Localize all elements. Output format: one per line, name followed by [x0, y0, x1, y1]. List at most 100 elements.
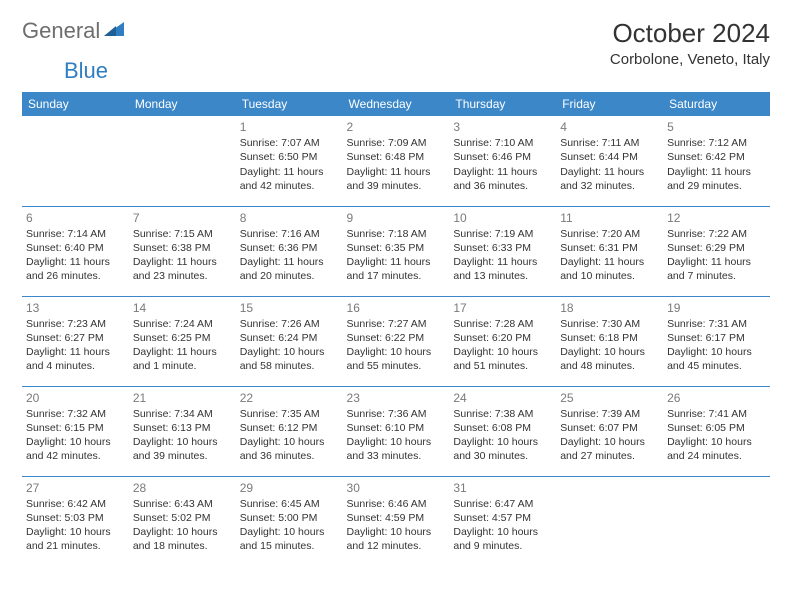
sunset-text: Sunset: 6:40 PM — [26, 241, 125, 255]
day-number: 27 — [26, 480, 125, 496]
daylight-text: Daylight: 10 hours and 21 minutes. — [26, 525, 125, 553]
sunrise-text: Sunrise: 7:07 AM — [240, 136, 339, 150]
sunrise-text: Sunrise: 7:28 AM — [453, 317, 552, 331]
month-title: October 2024 — [610, 18, 770, 49]
logo-text-blue: Blue — [64, 58, 108, 84]
calendar-cell: 8Sunrise: 7:16 AMSunset: 6:36 PMDaylight… — [236, 206, 343, 296]
sunset-text: Sunset: 6:22 PM — [347, 331, 446, 345]
calendar-cell: 13Sunrise: 7:23 AMSunset: 6:27 PMDayligh… — [22, 296, 129, 386]
weekday-header: Wednesday — [343, 92, 450, 116]
sunset-text: Sunset: 6:44 PM — [560, 150, 659, 164]
calendar-cell — [129, 116, 236, 206]
weekday-header: Monday — [129, 92, 236, 116]
day-number: 22 — [240, 390, 339, 406]
sunset-text: Sunset: 6:36 PM — [240, 241, 339, 255]
day-number: 23 — [347, 390, 446, 406]
sunset-text: Sunset: 6:25 PM — [133, 331, 232, 345]
calendar-cell: 17Sunrise: 7:28 AMSunset: 6:20 PMDayligh… — [449, 296, 556, 386]
daylight-text: Daylight: 10 hours and 24 minutes. — [667, 435, 766, 463]
weekday-header: Sunday — [22, 92, 129, 116]
day-number: 20 — [26, 390, 125, 406]
sunrise-text: Sunrise: 7:12 AM — [667, 136, 766, 150]
calendar-table: Sunday Monday Tuesday Wednesday Thursday… — [22, 92, 770, 566]
calendar-cell — [556, 476, 663, 566]
daylight-text: Daylight: 11 hours and 39 minutes. — [347, 165, 446, 193]
logo: General — [22, 18, 128, 44]
sunset-text: Sunset: 5:02 PM — [133, 511, 232, 525]
calendar-week-row: 27Sunrise: 6:42 AMSunset: 5:03 PMDayligh… — [22, 476, 770, 566]
calendar-week-row: 20Sunrise: 7:32 AMSunset: 6:15 PM Dayligh… — [22, 386, 770, 476]
daylight-text: Daylight: 10 hours and 51 minutes. — [453, 345, 552, 373]
sunset-text: Sunset: 6:27 PM — [26, 331, 125, 345]
daylight-text: Daylight: 11 hours and 4 minutes. — [26, 345, 125, 373]
calendar-cell: 22Sunrise: 7:35 AMSunset: 6:12 PMDayligh… — [236, 386, 343, 476]
sunrise-text: Sunrise: 7:38 AM — [453, 407, 552, 421]
calendar-cell: 28Sunrise: 6:43 AMSunset: 5:02 PMDayligh… — [129, 476, 236, 566]
weekday-header: Thursday — [449, 92, 556, 116]
calendar-cell: 5Sunrise: 7:12 AMSunset: 6:42 PMDaylight… — [663, 116, 770, 206]
day-number: 29 — [240, 480, 339, 496]
day-number: 12 — [667, 210, 766, 226]
daylight-text: Daylight: 10 hours and 58 minutes. — [240, 345, 339, 373]
sunset-text: Sunset: 6:20 PM — [453, 331, 552, 345]
daylight-text: Daylight: 10 hours and 15 minutes. — [240, 525, 339, 553]
calendar-cell: 11Sunrise: 7:20 AMSunset: 6:31 PMDayligh… — [556, 206, 663, 296]
sunset-text: Sunset: 6:08 PM — [453, 421, 552, 435]
day-number: 9 — [347, 210, 446, 226]
calendar-cell — [22, 116, 129, 206]
sunrise-text: Sunrise: 6:45 AM — [240, 497, 339, 511]
calendar-cell: 23Sunrise: 7:36 AMSunset: 6:10 PMDayligh… — [343, 386, 450, 476]
daylight-text: Daylight: 10 hours and 33 minutes. — [347, 435, 446, 463]
sunrise-text: Sunrise: 7:30 AM — [560, 317, 659, 331]
day-number: 16 — [347, 300, 446, 316]
sunset-text: Sunset: 6:10 PM — [347, 421, 446, 435]
daylight-text: Daylight: 10 hours and 27 minutes. — [560, 435, 659, 463]
daylight-text: Daylight: 11 hours and 23 minutes. — [133, 255, 232, 283]
sunrise-text: Sunrise: 7:31 AM — [667, 317, 766, 331]
sunrise-text: Sunrise: 7:35 AM — [240, 407, 339, 421]
sunrise-text: Sunrise: 6:43 AM — [133, 497, 232, 511]
sunrise-text: Sunrise: 7:32 AM — [26, 407, 125, 421]
day-number: 19 — [667, 300, 766, 316]
daylight-text: Daylight: 10 hours and 9 minutes. — [453, 525, 552, 553]
calendar-cell: 20Sunrise: 7:32 AMSunset: 6:15 PMDayligh… — [22, 386, 129, 476]
calendar-cell: 6Sunrise: 7:14 AMSunset: 6:40 PMDaylight… — [22, 206, 129, 296]
calendar-cell: 26Sunrise: 7:41 AMSunset: 6:05 PMDayligh… — [663, 386, 770, 476]
sunset-text: Sunset: 4:57 PM — [453, 511, 552, 525]
day-number: 28 — [133, 480, 232, 496]
location: Corbolone, Veneto, Italy — [610, 51, 770, 68]
day-number: 7 — [133, 210, 232, 226]
sunset-text: Sunset: 6:50 PM — [240, 150, 339, 164]
day-number: 2 — [347, 119, 446, 135]
sunset-text: Sunset: 6:38 PM — [133, 241, 232, 255]
calendar-cell: 21Sunrise: 7:34 AMSunset: 6:13 PMDayligh… — [129, 386, 236, 476]
day-number: 17 — [453, 300, 552, 316]
sunset-text: Sunset: 6:31 PM — [560, 241, 659, 255]
day-number: 6 — [26, 210, 125, 226]
daylight-text: Daylight: 11 hours and 20 minutes. — [240, 255, 339, 283]
day-number: 26 — [667, 390, 766, 406]
sunrise-text: Sunrise: 7:24 AM — [133, 317, 232, 331]
sunrise-text: Sunrise: 7:18 AM — [347, 227, 446, 241]
day-number: 21 — [133, 390, 232, 406]
calendar-cell: 25Sunrise: 7:39 AMSunset: 6:07 PMDayligh… — [556, 386, 663, 476]
daylight-text: Daylight: 10 hours and 45 minutes. — [667, 345, 766, 373]
daylight-text: Daylight: 10 hours and 12 minutes. — [347, 525, 446, 553]
day-number: 30 — [347, 480, 446, 496]
day-number: 8 — [240, 210, 339, 226]
weekday-header-row: Sunday Monday Tuesday Wednesday Thursday… — [22, 92, 770, 116]
day-number: 31 — [453, 480, 552, 496]
weekday-header: Tuesday — [236, 92, 343, 116]
sunset-text: Sunset: 5:00 PM — [240, 511, 339, 525]
sunrise-text: Sunrise: 7:16 AM — [240, 227, 339, 241]
day-number: 4 — [560, 119, 659, 135]
logo-text-general: General — [22, 18, 100, 44]
calendar-cell: 9Sunrise: 7:18 AMSunset: 6:35 PMDaylight… — [343, 206, 450, 296]
sunset-text: Sunset: 6:15 PM — [26, 421, 125, 435]
daylight-text: Daylight: 11 hours and 7 minutes. — [667, 255, 766, 283]
daylight-text: Daylight: 10 hours and 55 minutes. — [347, 345, 446, 373]
sunset-text: Sunset: 6:48 PM — [347, 150, 446, 164]
calendar-cell: 1Sunrise: 7:07 AMSunset: 6:50 PMDaylight… — [236, 116, 343, 206]
sunrise-text: Sunrise: 6:46 AM — [347, 497, 446, 511]
daylight-text: Daylight: 11 hours and 17 minutes. — [347, 255, 446, 283]
